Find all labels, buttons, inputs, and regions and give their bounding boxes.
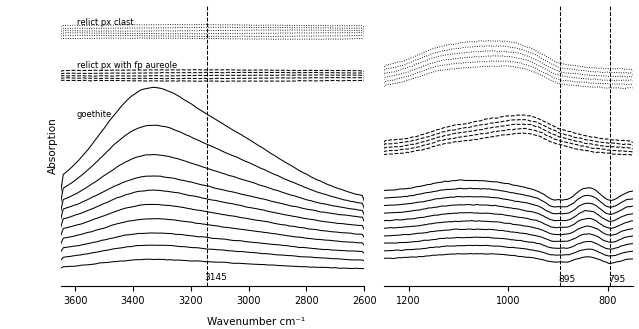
Text: 795: 795 bbox=[608, 275, 626, 284]
Text: relict px with fp aureole: relict px with fp aureole bbox=[77, 61, 177, 70]
Text: Wavenumber cm⁻¹: Wavenumber cm⁻¹ bbox=[206, 317, 305, 327]
Y-axis label: Absorption: Absorption bbox=[48, 117, 58, 174]
Text: relict px clast: relict px clast bbox=[77, 18, 134, 27]
Text: goethite: goethite bbox=[77, 111, 112, 119]
Text: 895: 895 bbox=[558, 275, 576, 284]
Text: 3145: 3145 bbox=[204, 273, 227, 282]
